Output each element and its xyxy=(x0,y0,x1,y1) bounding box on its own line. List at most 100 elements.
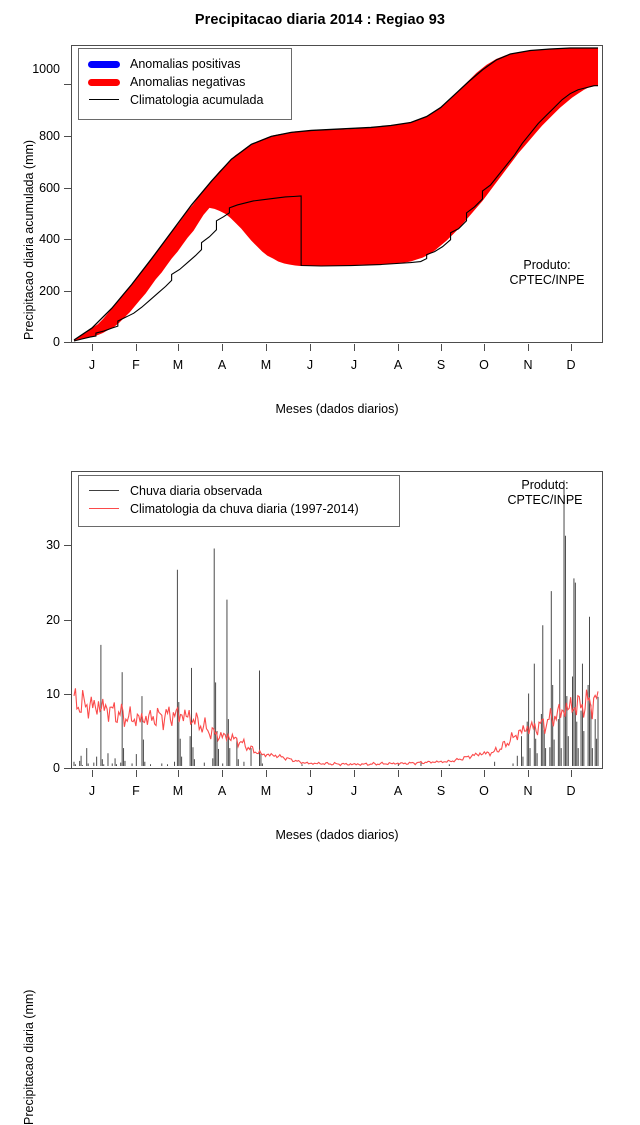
legend-item-anomalias-positivas: Anomalias positivas xyxy=(87,55,281,73)
bottom-xtick-jul: J xyxy=(350,784,358,798)
blue-thick-line-icon xyxy=(87,57,121,71)
top-xtick-mark-may xyxy=(266,344,267,351)
top-xtick-mark-oct xyxy=(484,344,485,351)
bottom-xtick-feb: F xyxy=(132,784,140,798)
bottom-legend: Chuva diaria observada Climatologia da c… xyxy=(78,475,400,527)
top-xtick-nov: N xyxy=(523,358,533,372)
top-xtick-mark-nov xyxy=(528,344,529,351)
bottom-ytick-20: 20 xyxy=(46,613,60,627)
top-xtick-mark-sep xyxy=(441,344,442,351)
top-plot-area xyxy=(71,45,603,343)
top-ytick-mark-200 xyxy=(64,291,71,292)
bottom-xtick-mark-sep xyxy=(441,770,442,777)
top-ytick-mark-800 xyxy=(64,136,71,137)
climatology-accumulated-line xyxy=(73,47,599,341)
top-xtick-aug: A xyxy=(393,358,403,372)
bottom-xtick-dec: D xyxy=(566,784,576,798)
daily-precipitation-svg xyxy=(73,480,599,767)
legend-item-chuva-observada: Chuva diaria observada xyxy=(87,482,389,500)
bottom-xtick-mark-nov xyxy=(528,770,529,777)
top-xtick-mar: M xyxy=(172,358,184,372)
top-x-axis-label: Meses (dados diarios) xyxy=(275,402,399,416)
bottom-xtick-mark-jan xyxy=(92,770,93,777)
bottom-xtick-mark-jul xyxy=(354,770,355,777)
bottom-ytick-10: 10 xyxy=(46,687,60,701)
top-ytick-0: 0 xyxy=(53,335,60,349)
accumulated-precipitation-panel: Precipitacao diaria 2014 : Regiao 93 Pre… xyxy=(0,0,640,425)
top-legend: Anomalias positivas Anomalias negativas … xyxy=(78,48,292,120)
bottom-xtick-nov: N xyxy=(523,784,533,798)
top-ytick-200: 200 xyxy=(39,284,60,298)
top-xtick-jul: J xyxy=(350,358,358,372)
top-ytick-600: 600 xyxy=(39,181,60,195)
bottom-xtick-mark-oct xyxy=(484,770,485,777)
black-thin-line-icon xyxy=(87,93,121,107)
top-ytick-mark-1000 xyxy=(64,84,71,85)
bottom-xtick-apr: A xyxy=(217,784,227,798)
bottom-xtick-mark-apr xyxy=(222,770,223,777)
bottom-xtick-may: M xyxy=(260,784,272,798)
top-xtick-mark-jul xyxy=(354,344,355,351)
bottom-y-axis-label: Precipitacao diaria (mm) xyxy=(22,989,36,1125)
top-xtick-mark-feb xyxy=(136,344,137,351)
top-xtick-mark-mar xyxy=(178,344,179,351)
top-xtick-mark-jun xyxy=(310,344,311,351)
bottom-ytick-30: 30 xyxy=(46,538,60,552)
bottom-xtick-mar: M xyxy=(172,784,184,798)
bottom-ytick-mark-20 xyxy=(64,620,71,621)
page-title: Precipitacao diaria 2014 : Regiao 93 xyxy=(194,12,446,28)
legend-item-anomalias-negativas: Anomalias negativas xyxy=(87,73,281,91)
bottom-xtick-mark-may xyxy=(266,770,267,777)
top-xtick-oct: O xyxy=(479,358,489,372)
bottom-xtick-sep: S xyxy=(436,784,446,798)
accumulated-precipitation-svg xyxy=(73,47,599,342)
bottom-xtick-aug: A xyxy=(393,784,403,798)
legend-label-anomalias-positivas: Anomalias positivas xyxy=(130,57,241,71)
bottom-xtick-mark-mar xyxy=(178,770,179,777)
top-xtick-apr: A xyxy=(217,358,227,372)
bottom-xtick-jan: J xyxy=(88,784,96,798)
gray-thin-line-icon xyxy=(87,484,121,498)
legend-item-climatologia-diaria: Climatologia da chuva diaria (1997-2014) xyxy=(87,500,389,518)
bottom-xtick-jun: J xyxy=(306,784,314,798)
bottom-xtick-mark-jun xyxy=(310,770,311,777)
legend-label-anomalias-negativas: Anomalias negativas xyxy=(130,75,246,89)
top-xtick-mark-dec xyxy=(571,344,572,351)
bottom-xtick-mark-feb xyxy=(136,770,137,777)
bottom-xtick-mark-dec xyxy=(571,770,572,777)
bottom-ytick-mark-0 xyxy=(64,768,71,769)
red-thick-line-icon xyxy=(87,75,121,89)
bottom-ytick-0: 0 xyxy=(53,761,60,775)
legend-label-climatologia-acumulada: Climatologia acumulada xyxy=(130,93,264,107)
legend-label-climatologia-diaria: Climatologia da chuva diaria (1997-2014) xyxy=(130,502,359,516)
daily-precipitation-panel: Precipitacao diaria (mm) 0 10 20 30 xyxy=(0,425,640,1125)
negative-anomaly-area xyxy=(73,47,599,342)
bottom-xtick-mark-aug xyxy=(398,770,399,777)
climatology-daily-line xyxy=(73,688,599,767)
top-ytick-mark-600 xyxy=(64,188,71,189)
top-xtick-feb: F xyxy=(132,358,140,372)
top-ytick-mark-0 xyxy=(64,342,71,343)
bottom-ytick-mark-10 xyxy=(64,694,71,695)
top-xtick-dec: D xyxy=(566,358,576,372)
legend-item-climatologia-acumulada: Climatologia acumulada xyxy=(87,91,281,109)
observed-accumulated-line xyxy=(73,85,599,342)
red-thin-line-icon xyxy=(87,502,121,516)
top-ytick-mark-400 xyxy=(64,239,71,240)
top-ytick-400: 400 xyxy=(39,232,60,246)
top-xtick-mark-aug xyxy=(398,344,399,351)
bottom-ytick-mark-30 xyxy=(64,545,71,546)
top-producer-note: Produto: CPTEC/INPE xyxy=(509,258,585,287)
top-ytick-1000: 1000 xyxy=(32,62,60,76)
top-xtick-mark-apr xyxy=(222,344,223,351)
bottom-xtick-oct: O xyxy=(479,784,489,798)
top-xtick-mark-jan xyxy=(92,344,93,351)
bottom-x-axis-label: Meses (dados diarios) xyxy=(275,828,399,842)
legend-label-chuva-observada: Chuva diaria observada xyxy=(130,484,263,498)
top-xtick-sep: S xyxy=(436,358,446,372)
top-ytick-800: 800 xyxy=(39,129,60,143)
top-xtick-jan: J xyxy=(88,358,96,372)
top-xtick-jun: J xyxy=(306,358,314,372)
bottom-producer-note: Produto: CPTEC/INPE xyxy=(507,478,583,507)
